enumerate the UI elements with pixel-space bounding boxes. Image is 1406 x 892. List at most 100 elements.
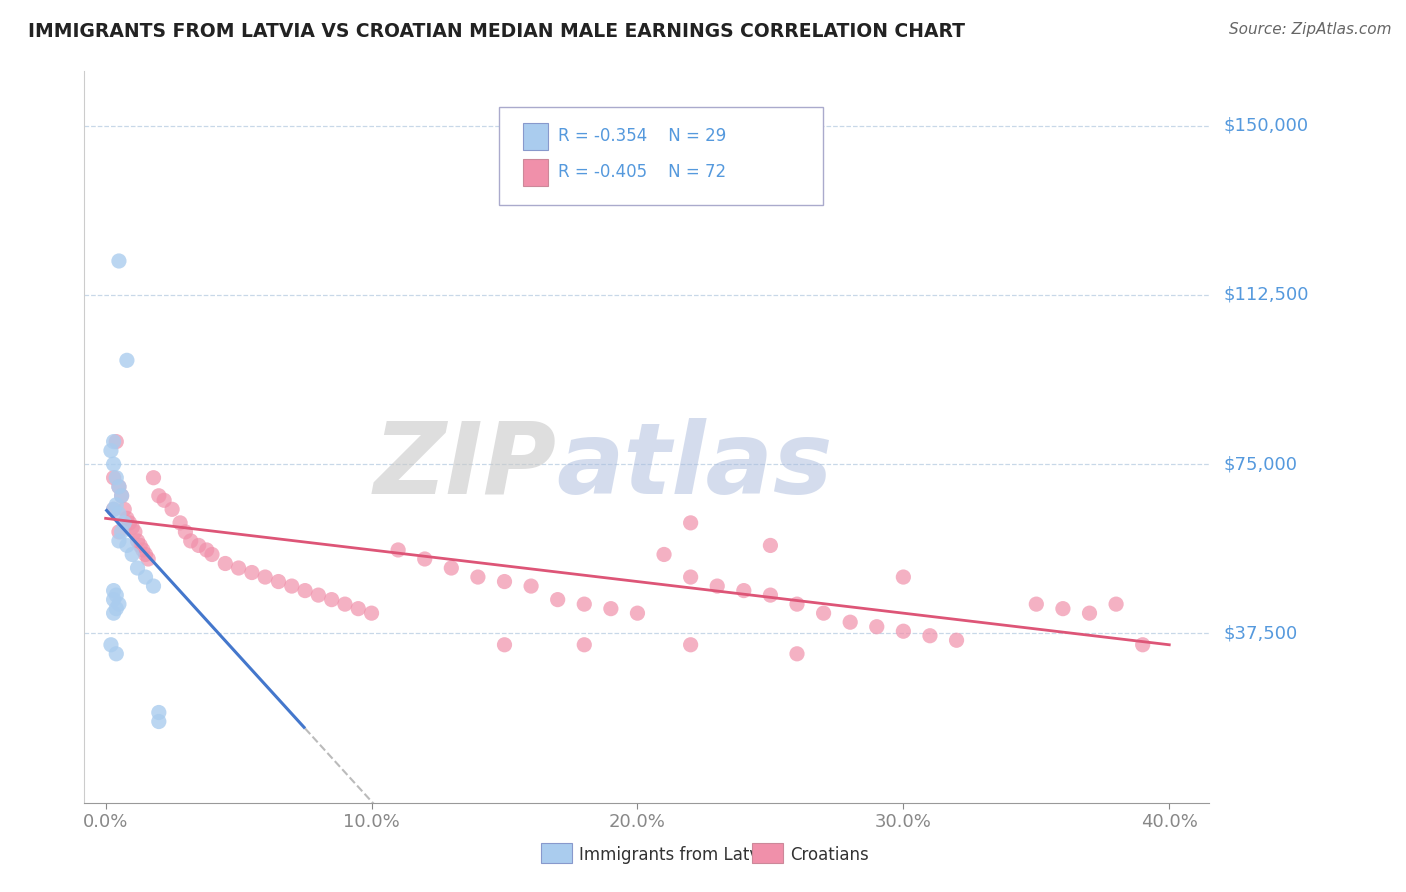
Point — [108, 524, 131, 539]
Point — [281, 579, 304, 593]
Point — [134, 548, 156, 562]
Point — [100, 638, 122, 652]
Point — [866, 620, 889, 634]
Point — [124, 524, 146, 539]
Text: Croatians: Croatians — [790, 846, 869, 863]
Point — [108, 254, 131, 268]
Point — [893, 624, 915, 639]
Point — [347, 601, 370, 615]
Point — [214, 557, 236, 571]
Point — [115, 353, 138, 368]
Point — [467, 570, 489, 584]
Point — [574, 597, 596, 611]
Point — [599, 601, 621, 615]
Point — [228, 561, 250, 575]
Point — [103, 592, 125, 607]
Point — [759, 538, 782, 552]
Point — [1025, 597, 1047, 611]
Point — [652, 548, 675, 562]
Point — [103, 606, 125, 620]
Point — [134, 570, 156, 584]
Point — [918, 629, 941, 643]
Point — [169, 516, 191, 530]
Text: atlas: atlas — [557, 417, 834, 515]
Point — [494, 574, 516, 589]
Point — [108, 480, 131, 494]
Point — [520, 579, 543, 593]
Point — [893, 570, 915, 584]
Point — [129, 538, 152, 552]
Point — [387, 543, 409, 558]
Point — [103, 471, 125, 485]
Point — [413, 552, 436, 566]
Point — [679, 638, 702, 652]
Point — [148, 714, 170, 729]
Point — [1132, 638, 1154, 652]
Point — [115, 538, 138, 552]
Point — [267, 574, 290, 589]
Text: Source: ZipAtlas.com: Source: ZipAtlas.com — [1229, 22, 1392, 37]
Point — [127, 561, 149, 575]
Point — [103, 434, 125, 449]
Point — [142, 579, 165, 593]
Text: $75,000: $75,000 — [1223, 455, 1298, 473]
Point — [103, 583, 125, 598]
Text: ZIP: ZIP — [374, 417, 557, 515]
Point — [105, 434, 128, 449]
Point — [148, 706, 170, 720]
Point — [153, 493, 176, 508]
Point — [679, 570, 702, 584]
Text: R = -0.405    N = 72: R = -0.405 N = 72 — [558, 163, 727, 181]
Point — [142, 471, 165, 485]
Point — [813, 606, 835, 620]
Point — [733, 583, 755, 598]
Point — [121, 520, 143, 534]
Point — [103, 457, 125, 471]
Point — [180, 533, 202, 548]
Point — [187, 538, 209, 552]
Point — [100, 443, 122, 458]
Point — [1078, 606, 1101, 620]
Point — [121, 548, 143, 562]
Point — [103, 502, 125, 516]
Point — [945, 633, 967, 648]
Point — [679, 516, 702, 530]
Point — [103, 502, 125, 516]
Text: $37,500: $37,500 — [1223, 624, 1298, 642]
Point — [307, 588, 329, 602]
Point — [494, 638, 516, 652]
Point — [115, 511, 138, 525]
Point — [759, 588, 782, 602]
Point — [108, 480, 131, 494]
Point — [110, 524, 132, 539]
Point — [105, 471, 128, 485]
Point — [105, 601, 128, 615]
Point — [105, 588, 128, 602]
Point — [294, 583, 316, 598]
Point — [360, 606, 382, 620]
Point — [254, 570, 277, 584]
Point — [574, 638, 596, 652]
Point — [786, 597, 808, 611]
Point — [333, 597, 356, 611]
Text: $150,000: $150,000 — [1223, 117, 1308, 135]
Point — [160, 502, 183, 516]
Text: R = -0.354    N = 29: R = -0.354 N = 29 — [558, 128, 727, 145]
Point — [112, 502, 135, 516]
Point — [108, 597, 131, 611]
Text: Immigrants from Latvia: Immigrants from Latvia — [579, 846, 775, 863]
Point — [127, 533, 149, 548]
Point — [786, 647, 808, 661]
Point — [839, 615, 862, 630]
Point — [240, 566, 263, 580]
Point — [108, 533, 131, 548]
Point — [112, 516, 135, 530]
Point — [706, 579, 728, 593]
Point — [626, 606, 648, 620]
Point — [118, 516, 141, 530]
Point — [136, 552, 159, 566]
Point — [1105, 597, 1128, 611]
Point — [132, 543, 155, 558]
Point — [440, 561, 463, 575]
Point — [110, 489, 132, 503]
